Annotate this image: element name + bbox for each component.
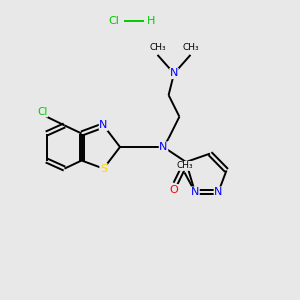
Text: N: N xyxy=(99,120,108,130)
Text: CH₃: CH₃ xyxy=(176,161,193,170)
Text: N: N xyxy=(214,187,223,197)
Text: CH₃: CH₃ xyxy=(182,44,199,52)
Text: N: N xyxy=(191,187,199,197)
Text: H: H xyxy=(147,16,156,26)
Text: N: N xyxy=(159,142,168,152)
Text: Cl: Cl xyxy=(109,16,119,26)
Text: Cl: Cl xyxy=(37,107,47,117)
Text: CH₃: CH₃ xyxy=(149,44,166,52)
Text: S: S xyxy=(100,164,107,174)
Text: O: O xyxy=(169,184,178,195)
Text: N: N xyxy=(170,68,178,79)
